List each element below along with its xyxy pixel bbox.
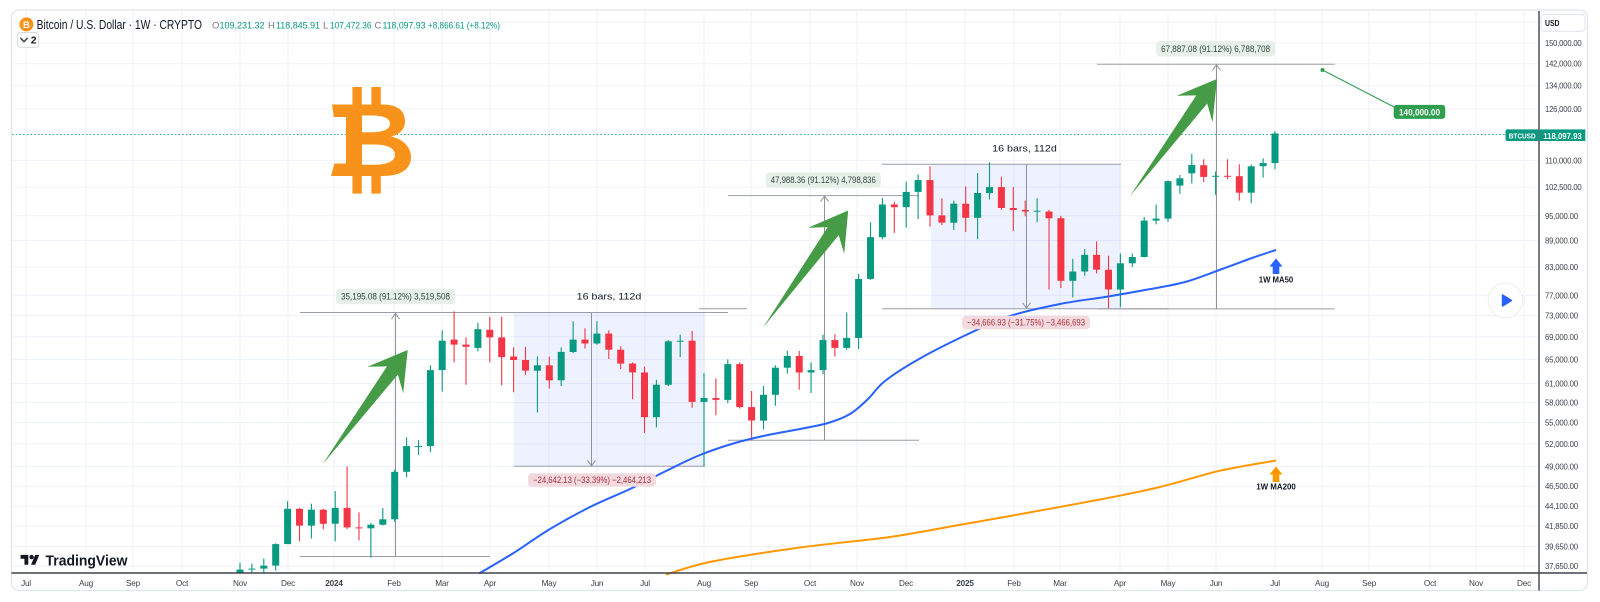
svg-text:150,000.00: 150,000.00	[1545, 39, 1582, 48]
svg-text:65,000.00: 65,000.00	[1545, 355, 1579, 364]
svg-text:142,000.00: 142,000.00	[1545, 60, 1582, 69]
svg-text:Nov: Nov	[850, 579, 865, 588]
svg-text:118,097.93: 118,097.93	[383, 21, 426, 32]
svg-text:−34,666.93 (−31.75%) −3,466,69: −34,666.93 (−31.75%) −3,466,693	[967, 318, 1085, 328]
svg-text:Apr: Apr	[484, 579, 497, 588]
svg-text:Jun: Jun	[1210, 579, 1223, 588]
svg-text:134,000.00: 134,000.00	[1545, 82, 1582, 91]
svg-text:2025: 2025	[956, 579, 974, 588]
svg-text:Dec: Dec	[1517, 579, 1531, 588]
svg-text:110,000.00: 110,000.00	[1545, 156, 1582, 165]
svg-text:2024: 2024	[325, 579, 343, 588]
svg-text:Sep: Sep	[744, 579, 759, 588]
svg-text:Aug: Aug	[1315, 579, 1330, 588]
svg-text:USD: USD	[1545, 18, 1560, 28]
svg-text:Mar: Mar	[435, 579, 449, 588]
svg-text:Sep: Sep	[126, 579, 141, 588]
svg-text:Jul: Jul	[1270, 579, 1280, 588]
svg-text:16 bars, 112d: 16 bars, 112d	[577, 292, 642, 303]
svg-text:41,850.00: 41,850.00	[1545, 522, 1579, 531]
svg-text:Bitcoin / U.S. Dollar · 1W · C: Bitcoin / U.S. Dollar · 1W · CRYPTO	[37, 18, 203, 32]
svg-text:Nov: Nov	[1469, 579, 1484, 588]
svg-text:47,988.36 (91.12%) 4,798,836: 47,988.36 (91.12%) 4,798,836	[771, 175, 876, 185]
svg-text:44,100.00: 44,100.00	[1545, 502, 1579, 511]
svg-text:Oct: Oct	[804, 579, 817, 588]
svg-text:55,000.00: 55,000.00	[1545, 419, 1579, 428]
svg-text:Feb: Feb	[387, 579, 401, 588]
svg-text:TradingView: TradingView	[46, 554, 129, 570]
svg-text:Dec: Dec	[899, 579, 913, 588]
svg-text:O: O	[212, 21, 219, 32]
svg-text:BTCUSD: BTCUSD	[1509, 132, 1536, 141]
svg-text:140,000.00: 140,000.00	[1399, 107, 1440, 117]
svg-text:46,500.00: 46,500.00	[1545, 482, 1579, 491]
svg-text:L: L	[323, 21, 328, 32]
svg-text:Jun: Jun	[591, 579, 604, 588]
svg-text:73,000.00: 73,000.00	[1545, 312, 1579, 321]
svg-text:−24,642.13 (−33.39%) −2,464,21: −24,642.13 (−33.39%) −2,464,213	[533, 475, 651, 485]
svg-text:118,097.93: 118,097.93	[1543, 131, 1582, 141]
svg-text:35,195.08 (91.12%) 3,519,508: 35,195.08 (91.12%) 3,519,508	[341, 292, 450, 302]
svg-text:+8,866.61 (+8.12%): +8,866.61 (+8.12%)	[428, 21, 500, 32]
svg-text:58,000.00: 58,000.00	[1545, 399, 1579, 408]
svg-text:109,231.32: 109,231.32	[220, 21, 265, 32]
svg-text:H: H	[268, 21, 275, 32]
svg-text:C: C	[375, 21, 382, 32]
svg-text:2: 2	[31, 35, 37, 47]
svg-text:77,000.00: 77,000.00	[1545, 291, 1579, 300]
svg-text:Sep: Sep	[1362, 579, 1377, 588]
svg-text:Mar: Mar	[1053, 579, 1067, 588]
svg-text:Feb: Feb	[1007, 579, 1021, 588]
svg-text:95,000.00: 95,000.00	[1545, 212, 1579, 221]
svg-text:Apr: Apr	[1114, 579, 1127, 588]
svg-text:Dec: Dec	[281, 579, 295, 588]
svg-text:Aug: Aug	[79, 579, 94, 588]
svg-text:Nov: Nov	[233, 579, 248, 588]
svg-text:102,500.00: 102,500.00	[1545, 183, 1582, 192]
svg-text:1W MA50: 1W MA50	[1259, 275, 1294, 285]
svg-text:16 bars, 112d: 16 bars, 112d	[992, 144, 1057, 155]
svg-text:126,000.00: 126,000.00	[1545, 105, 1582, 114]
svg-text:107,472.36: 107,472.36	[330, 21, 372, 32]
svg-text:69,000.00: 69,000.00	[1545, 333, 1579, 342]
svg-text:37,650.00: 37,650.00	[1545, 562, 1579, 571]
svg-text:83,000.00: 83,000.00	[1545, 263, 1579, 272]
svg-text:52,000.00: 52,000.00	[1545, 440, 1579, 449]
svg-text:1W MA200: 1W MA200	[1256, 482, 1296, 492]
svg-text:Oct: Oct	[176, 579, 189, 588]
svg-text:May: May	[1161, 579, 1177, 588]
svg-text:118,845.91: 118,845.91	[276, 21, 320, 32]
svg-text:Jul: Jul	[640, 579, 650, 588]
svg-text:49,000.00: 49,000.00	[1545, 462, 1579, 471]
svg-text:89,000.00: 89,000.00	[1545, 237, 1579, 246]
svg-text:67,887.08 (91.12%) 6,788,708: 67,887.08 (91.12%) 6,788,708	[1161, 44, 1270, 54]
svg-text:Oct: Oct	[1424, 579, 1437, 588]
svg-text:Jul: Jul	[21, 579, 31, 588]
svg-text:B: B	[23, 20, 30, 31]
svg-text:39,650.00: 39,650.00	[1545, 543, 1579, 552]
svg-text:Aug: Aug	[697, 579, 712, 588]
svg-text:61,000.00: 61,000.00	[1545, 380, 1579, 389]
svg-text:May: May	[542, 579, 558, 588]
